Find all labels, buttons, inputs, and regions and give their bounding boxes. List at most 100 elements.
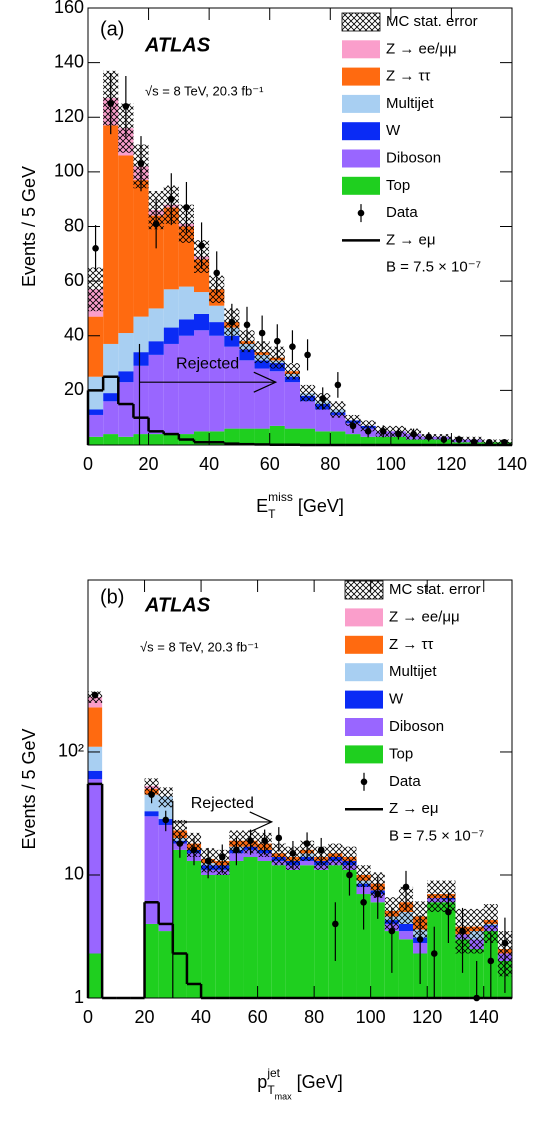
legend-swatch xyxy=(341,12,381,32)
data-point xyxy=(213,269,221,277)
stack-bar xyxy=(163,327,179,344)
data-point xyxy=(273,337,281,345)
panel-label: (b) xyxy=(100,586,124,608)
y-tick-label: 10² xyxy=(58,741,84,761)
stack-bar xyxy=(118,371,134,383)
stack-bar xyxy=(300,865,315,998)
data-point xyxy=(459,927,466,935)
stack-bar xyxy=(254,368,270,429)
data-point xyxy=(379,428,387,435)
x-tick-label: 0 xyxy=(83,454,93,474)
stack-bar xyxy=(148,354,164,435)
legend-swatch xyxy=(345,608,383,627)
data-point xyxy=(402,883,410,891)
data-point xyxy=(410,430,417,438)
data-point xyxy=(487,957,495,965)
stack-bar xyxy=(163,289,179,328)
y-tick-label: 80 xyxy=(64,215,84,235)
stack-bar xyxy=(163,343,179,435)
y-tick-label: 60 xyxy=(64,270,84,290)
x-tick-label: 100 xyxy=(356,1007,386,1027)
stack-bar xyxy=(172,849,187,998)
y-tick-label: 1 xyxy=(74,987,84,1007)
stack-bar xyxy=(103,343,119,394)
stack-bar xyxy=(342,869,357,998)
stack-bar xyxy=(254,360,270,369)
data-point xyxy=(346,871,353,879)
legend-label: W xyxy=(389,691,404,708)
x-axis-label-part: T xyxy=(267,1083,275,1097)
legend-label: Top xyxy=(389,745,413,762)
data-point xyxy=(233,846,240,854)
data-point xyxy=(243,321,251,329)
legend-label: Diboson xyxy=(389,718,444,735)
data-point xyxy=(261,837,268,844)
x-tick-label: 80 xyxy=(320,454,340,474)
data-point xyxy=(275,834,283,842)
stack-bar xyxy=(239,349,255,361)
data-point xyxy=(349,422,357,430)
stack-bar xyxy=(88,436,104,445)
data-point xyxy=(289,850,297,857)
stack-bar xyxy=(300,428,316,445)
legend-label: B = 7.5 × 10⁻⁷ xyxy=(389,828,484,845)
mc-error-band xyxy=(300,384,316,402)
stack-bar xyxy=(133,352,149,366)
stack-bar xyxy=(88,409,104,415)
mc-error-band xyxy=(158,787,173,808)
legend-label: MC stat. error xyxy=(386,13,478,30)
stack-bar xyxy=(330,431,346,445)
stack-bar xyxy=(345,434,361,445)
chart-panel: Rejected 0 20 40 60 80 100 120 140 1 10 10² Events /… xyxy=(19,579,513,1101)
data-point xyxy=(425,433,433,441)
stack-bar xyxy=(398,939,414,998)
data-point xyxy=(455,436,463,443)
x-tick-label: 80 xyxy=(304,1007,324,1027)
mc-error-band xyxy=(328,843,343,866)
stack-bar xyxy=(314,869,329,998)
data-point xyxy=(501,939,509,947)
legend-swatch xyxy=(360,778,368,786)
cut-label: Rejected xyxy=(191,795,254,812)
x-tick-label: 140 xyxy=(497,454,527,474)
stack-bar xyxy=(201,874,216,998)
cut-arrowhead xyxy=(249,811,274,833)
legend-swatch xyxy=(345,690,383,709)
stack-bar xyxy=(88,770,103,779)
stack-bar xyxy=(257,860,272,998)
data-point xyxy=(148,791,155,798)
x-tick-label: 120 xyxy=(436,454,466,474)
stack-bar xyxy=(285,869,300,998)
stack-bar xyxy=(257,853,272,861)
legend-label: Multijet xyxy=(389,663,437,680)
stack-bar xyxy=(375,436,391,445)
legend-swatch xyxy=(345,635,383,654)
data-point xyxy=(501,438,508,446)
stack-bar xyxy=(88,414,104,437)
stack-bar xyxy=(215,874,230,998)
stack-bar xyxy=(103,125,119,344)
x-axis-label-part: E xyxy=(256,496,268,516)
stack-bar xyxy=(88,953,103,998)
stack-bar xyxy=(163,434,179,445)
legend-swatch xyxy=(342,67,380,86)
y-tick-label: 40 xyxy=(64,325,84,345)
stack-bar xyxy=(133,316,149,353)
stack-bar xyxy=(103,434,119,445)
x-tick-label: 40 xyxy=(199,454,219,474)
stack-bar xyxy=(356,894,371,998)
data-point xyxy=(440,436,448,443)
y-tick-label: 20 xyxy=(64,379,84,399)
stack-bar xyxy=(133,434,149,445)
data-point xyxy=(334,381,342,389)
experiment-label: ATLAS xyxy=(144,594,211,616)
stack-bar xyxy=(158,824,173,932)
stack-bar xyxy=(88,316,104,377)
mc-error-band xyxy=(172,819,187,844)
stack-bar xyxy=(330,414,346,432)
mc-error-band xyxy=(144,778,159,795)
stack-bar xyxy=(390,436,406,445)
stack-bar xyxy=(144,816,159,924)
experiment-label: ATLAS xyxy=(144,34,211,56)
